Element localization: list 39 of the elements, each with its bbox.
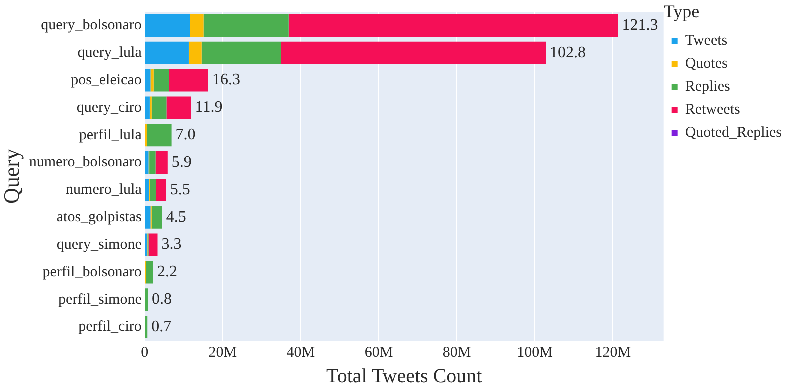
total-label: 11.9	[195, 99, 223, 116]
total-label: 5.5	[170, 181, 190, 198]
total-label: 0.7	[152, 318, 172, 336]
legend-label: Quoted_Replies	[685, 125, 782, 142]
y-tick-label: perfil_ciro	[78, 319, 142, 336]
total-label: 121.3	[622, 16, 658, 34]
legend-label: Retweets	[685, 102, 740, 118]
y-tick-label: perfil_simone	[58, 292, 142, 308]
total-label: 16.3	[212, 72, 240, 89]
legend-label: Tweets	[685, 33, 728, 50]
total-label: 4.5	[166, 208, 186, 226]
y-tick-label: query_bolsonaro	[41, 18, 142, 34]
y-tick-label: pos_eleicao	[71, 72, 142, 88]
x-tick-label: 100M	[517, 344, 554, 361]
total-label: 102.8	[550, 44, 586, 62]
x-tick-label: 0	[141, 344, 149, 361]
legend-label: Replies	[685, 79, 731, 96]
total-label: 0.8	[152, 291, 172, 308]
y-tick-label: numero_lula	[66, 182, 142, 198]
y-tick-label: query_ciro	[76, 100, 142, 116]
legend-label: Quotes	[685, 56, 728, 72]
legend-title: Type	[664, 2, 700, 22]
y-tick-label: numero_bolsonaro	[29, 154, 142, 171]
y-tick-label: perfil_bolsonaro	[42, 264, 142, 280]
x-tick-label: 60M	[364, 344, 394, 361]
total-label: 2.2	[157, 264, 178, 281]
x-axis-title: Total Tweets Count	[326, 365, 483, 388]
total-label: 5.9	[172, 154, 192, 171]
x-tick-label: 80M	[442, 344, 472, 361]
y-tick-label: query_simone	[56, 236, 142, 253]
y-axis-title: Query	[0, 149, 24, 204]
y-tick-label: atos_golpistas	[56, 210, 142, 226]
x-tick-label: 20M	[208, 344, 238, 361]
y-tick-label: query_lula	[78, 45, 142, 62]
total-label: 7.0	[176, 126, 196, 144]
total-label: 3.3	[162, 236, 182, 254]
x-tick-label: 40M	[286, 344, 316, 361]
y-tick-label: perfil_lula	[79, 127, 142, 144]
x-tick-label: 120M	[595, 344, 632, 361]
